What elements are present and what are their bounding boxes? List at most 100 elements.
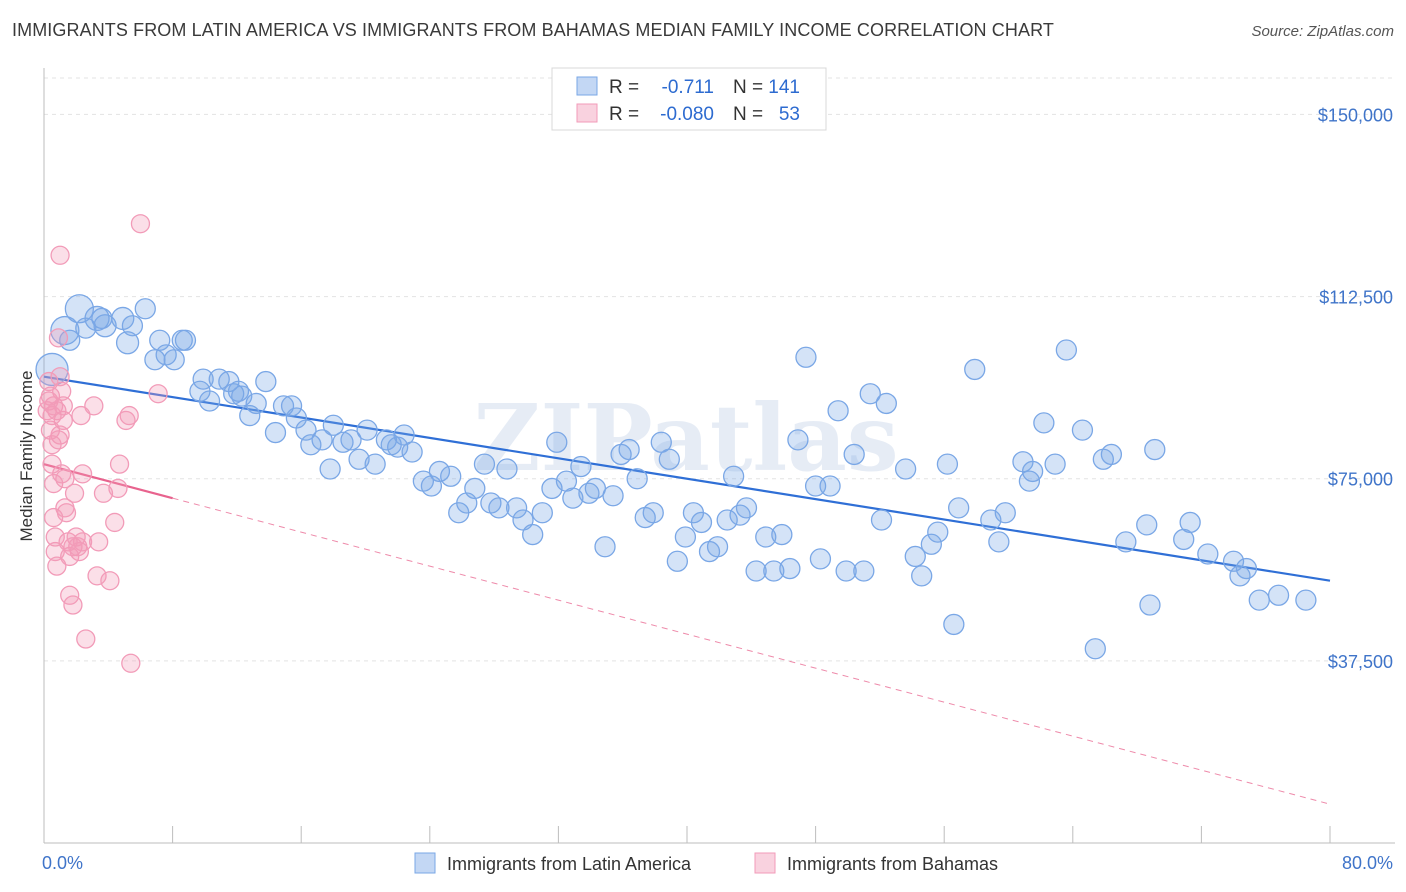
data-point <box>795 346 817 368</box>
legend-swatch <box>576 103 598 123</box>
data-point <box>72 464 93 484</box>
data-point <box>348 448 370 470</box>
data-points <box>35 214 1317 673</box>
legend-swatch <box>576 76 598 96</box>
data-point <box>71 405 91 426</box>
bottom-legend: Immigrants from Latin America Immigrants … <box>414 852 998 874</box>
data-point <box>531 502 553 524</box>
data-point <box>787 429 809 451</box>
data-point <box>311 429 333 451</box>
data-point <box>875 392 897 415</box>
data-point <box>134 298 156 320</box>
data-point <box>52 381 72 401</box>
y-tick-label: $75,000 <box>1328 470 1393 490</box>
data-point <box>771 523 793 546</box>
data-point <box>1144 438 1166 461</box>
x-tick-label: 80.0% <box>1342 853 1393 873</box>
data-point <box>584 477 607 500</box>
data-point <box>763 560 785 582</box>
data-point <box>666 550 689 572</box>
source-label: Source: ZipAtlas.com <box>1251 23 1394 40</box>
data-point <box>163 349 185 371</box>
data-point <box>93 314 117 338</box>
data-point <box>231 385 253 407</box>
data-point <box>322 414 345 436</box>
data-point <box>911 565 933 587</box>
y-tick-label: $37,500 <box>1328 652 1393 672</box>
data-point <box>1136 514 1158 536</box>
data-point <box>1115 531 1137 553</box>
legend-n-label: N = <box>733 104 763 125</box>
data-point <box>819 475 841 497</box>
data-point <box>121 653 141 673</box>
data-point <box>356 419 378 441</box>
data-point <box>562 487 584 509</box>
y-tick-labels: $37,500 $75,000 $112,500 $150,000 <box>1318 105 1393 671</box>
data-point <box>144 349 166 371</box>
data-point <box>859 383 881 405</box>
data-point <box>674 526 697 548</box>
data-point <box>988 531 1010 553</box>
data-point <box>63 595 83 615</box>
data-point <box>39 371 59 392</box>
data-point <box>115 331 140 355</box>
data-point <box>464 477 486 500</box>
data-point <box>894 458 917 480</box>
data-point <box>570 455 592 478</box>
data-point <box>280 395 303 417</box>
data-point <box>1044 453 1066 475</box>
data-point <box>943 613 965 636</box>
data-point <box>843 443 865 466</box>
data-point <box>174 329 197 351</box>
data-point <box>130 214 151 234</box>
data-point <box>55 498 75 518</box>
y-tick-label: $150,000 <box>1318 105 1393 125</box>
data-point <box>690 511 713 534</box>
data-point <box>1071 419 1094 441</box>
legend-r-label: R = <box>609 104 639 125</box>
data-point <box>121 315 144 337</box>
legend-r-label: R = <box>609 77 639 98</box>
data-point <box>105 512 125 533</box>
y-axis-label: Median Family Income <box>17 370 36 541</box>
data-point <box>920 533 942 555</box>
data-point <box>488 497 510 519</box>
trend-line-extension <box>172 497 1331 805</box>
data-point <box>69 541 90 562</box>
data-point <box>393 424 415 446</box>
data-point <box>658 448 680 470</box>
data-point <box>496 458 518 480</box>
data-point <box>1055 339 1078 361</box>
data-point <box>1033 412 1055 434</box>
data-point <box>40 420 61 440</box>
axes <box>43 68 1395 844</box>
data-point <box>735 497 758 519</box>
data-point <box>84 396 104 416</box>
series-latin-america <box>35 294 1317 660</box>
data-point <box>594 536 616 558</box>
data-point <box>50 425 70 445</box>
data-point <box>745 560 767 582</box>
data-point <box>779 557 801 580</box>
x-tick-label: 0.0% <box>42 853 83 873</box>
x-tick-labels: 0.0% 80.0% <box>42 853 1393 873</box>
legend-label: Immigrants from Latin America <box>447 854 692 874</box>
data-point <box>47 556 67 576</box>
data-point <box>48 328 69 348</box>
data-point <box>1084 638 1106 660</box>
watermark: ZIPatlas <box>473 384 898 492</box>
data-point <box>948 497 970 519</box>
data-point <box>89 532 109 552</box>
data-point <box>52 464 72 484</box>
data-point <box>626 468 648 490</box>
data-point <box>642 502 664 524</box>
data-point <box>47 401 67 421</box>
data-point <box>505 497 528 519</box>
data-point <box>401 441 423 463</box>
legend-label: Immigrants from Bahamas <box>787 854 998 874</box>
data-point <box>300 434 322 456</box>
data-point <box>473 453 496 475</box>
data-point <box>755 526 777 548</box>
data-point <box>1100 443 1123 466</box>
